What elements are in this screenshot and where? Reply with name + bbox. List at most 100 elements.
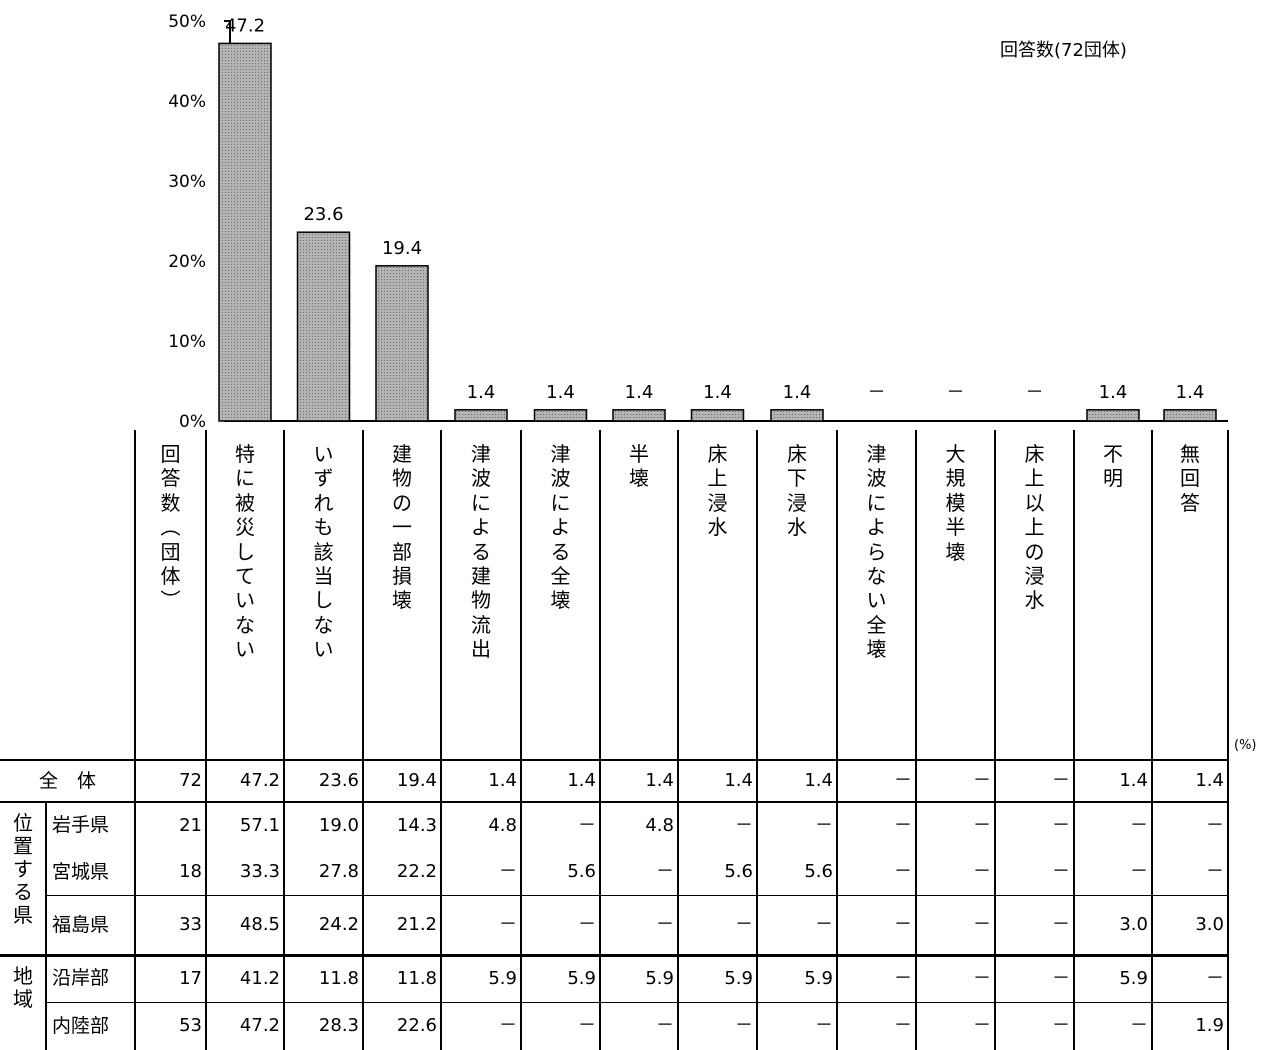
table-cell: 1.4 bbox=[645, 770, 674, 791]
table-cell: 1.4 bbox=[567, 770, 596, 791]
table-cell: － bbox=[735, 815, 753, 836]
table-cell: － bbox=[735, 914, 753, 935]
y-tick-label: 0% bbox=[179, 412, 206, 432]
category-header-text: 床上浸水 bbox=[707, 442, 728, 540]
bar-data-label: 23.6 bbox=[303, 204, 343, 225]
category-header: 大規模半壊 bbox=[916, 442, 995, 758]
category-header: 床下浸水 bbox=[757, 442, 837, 758]
table-cell: 19.4 bbox=[396, 770, 437, 791]
bar bbox=[375, 265, 429, 422]
grid-vertical bbox=[520, 430, 522, 1050]
grid-vertical bbox=[1151, 430, 1153, 1050]
category-header-text: 津波による全壊 bbox=[550, 442, 571, 613]
row-label: 福島県 bbox=[52, 914, 110, 936]
bar bbox=[296, 231, 351, 422]
grid-vertical bbox=[205, 430, 207, 1050]
bar bbox=[770, 409, 824, 422]
table-cell: － bbox=[1052, 914, 1070, 935]
table-cell: 1.4 bbox=[488, 770, 517, 791]
table-cell: － bbox=[656, 914, 674, 935]
table-cell: － bbox=[973, 1015, 991, 1036]
group-label-text: 位置する県 bbox=[13, 811, 33, 927]
bar-data-label: 1.4 bbox=[703, 382, 732, 403]
count-header-text: 回答数 ︵ 団体 ︶ bbox=[160, 442, 181, 613]
category-header: 半壊 bbox=[600, 442, 678, 758]
table-cell: 27.8 bbox=[318, 861, 359, 882]
table-cell: － bbox=[894, 1015, 912, 1036]
table-cell: － bbox=[815, 815, 833, 836]
row-count: 21 bbox=[179, 815, 202, 836]
grid-vertical bbox=[1073, 430, 1075, 1050]
table-cell: － bbox=[1052, 861, 1070, 882]
grid-vertical bbox=[836, 430, 838, 1050]
category-header: 不明 bbox=[1074, 442, 1152, 758]
category-header-text: 大規模半壊 bbox=[945, 442, 966, 564]
table-cell: － bbox=[973, 770, 991, 791]
table-cell: 1.9 bbox=[1195, 1015, 1224, 1036]
grid-vertical bbox=[994, 430, 996, 1050]
table-cell: － bbox=[1206, 815, 1224, 836]
table-cell: 1.4 bbox=[1119, 770, 1148, 791]
table-cell: － bbox=[499, 914, 517, 935]
y-tick-label: 20% bbox=[168, 252, 206, 272]
grid-vertical bbox=[283, 430, 285, 1050]
category-header: 津波による全壊 bbox=[521, 442, 600, 758]
table-cell: 3.0 bbox=[1119, 914, 1148, 935]
y-tick-label: 40% bbox=[168, 92, 206, 112]
bar-data-label: 1.4 bbox=[783, 382, 812, 403]
row-count: 72 bbox=[179, 770, 202, 791]
bar-data-label: 1.4 bbox=[1099, 382, 1128, 403]
table-cell: 22.6 bbox=[396, 1015, 437, 1036]
count-header: 回答数 ︵ 団体 ︶ bbox=[135, 442, 206, 758]
grid-vertical bbox=[915, 430, 917, 1050]
table-cell: 33.3 bbox=[239, 861, 280, 882]
table-cell: － bbox=[578, 1015, 596, 1036]
bar-data-label: 1.4 bbox=[467, 382, 496, 403]
bar bbox=[1163, 409, 1217, 422]
category-header-text: 建物の一部損壊 bbox=[392, 442, 412, 613]
bar bbox=[612, 409, 666, 422]
category-header-text: 無回答 bbox=[1180, 442, 1200, 515]
category-header: 特に被災していない bbox=[206, 442, 284, 758]
row-label: 沿岸部 bbox=[52, 967, 110, 989]
bar bbox=[690, 409, 745, 422]
category-header: いずれも該当しない bbox=[284, 442, 363, 758]
category-header-text: 特に被災していない bbox=[235, 442, 255, 662]
row-count: 17 bbox=[179, 968, 202, 989]
table-cell: － bbox=[815, 914, 833, 935]
table-cell: － bbox=[1052, 968, 1070, 989]
table-cell: 22.2 bbox=[396, 861, 437, 882]
group-label-text: 地域 bbox=[13, 964, 33, 1011]
group-label: 位置する県 bbox=[0, 812, 46, 953]
table-cell: 5.9 bbox=[567, 968, 596, 989]
grid-vertical bbox=[440, 430, 442, 1050]
category-header: 津波による建物流出 bbox=[441, 442, 521, 758]
group-label: 地域 bbox=[0, 965, 46, 1048]
bar bbox=[454, 409, 508, 422]
table-cell: 24.2 bbox=[318, 914, 359, 935]
table-cell: 47.2 bbox=[239, 1015, 280, 1036]
grid-vertical bbox=[756, 430, 758, 1050]
response-count-annotation: 回答数(72団体) bbox=[1000, 40, 1127, 61]
row-label: 宮城県 bbox=[52, 861, 110, 883]
table-cell: 47.2 bbox=[239, 770, 280, 791]
table-cell: － bbox=[894, 770, 912, 791]
bar-data-label: － bbox=[1026, 382, 1044, 403]
table-cell: 5.9 bbox=[645, 968, 674, 989]
y-tick-label: 30% bbox=[168, 172, 206, 192]
bar bbox=[218, 42, 272, 422]
bar-data-label: 19.4 bbox=[382, 238, 422, 259]
row-count: 33 bbox=[179, 914, 202, 935]
unit-label: (%) bbox=[1234, 738, 1257, 753]
table-cell: 57.1 bbox=[239, 815, 280, 836]
table-cell: － bbox=[973, 914, 991, 935]
bar-data-label: 47.2 bbox=[225, 15, 265, 36]
table-cell: 5.6 bbox=[724, 861, 753, 882]
row-label: 全 体 bbox=[38, 770, 96, 792]
grid-h-thin bbox=[46, 895, 1228, 896]
grid-h-total bbox=[0, 801, 1229, 803]
category-header: 建物の一部損壊 bbox=[363, 442, 441, 758]
table-cell: 5.6 bbox=[804, 861, 833, 882]
table-cell: － bbox=[894, 968, 912, 989]
y-tick-label: 50% bbox=[168, 12, 206, 32]
